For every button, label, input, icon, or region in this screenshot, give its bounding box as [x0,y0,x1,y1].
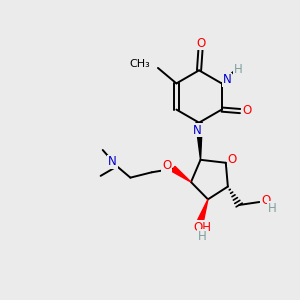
Polygon shape [196,122,202,160]
Polygon shape [171,166,191,182]
Text: O: O [242,104,251,117]
Text: O: O [162,159,171,172]
Text: N: N [193,124,202,136]
Polygon shape [198,199,208,222]
Text: H: H [234,63,243,76]
Text: O: O [261,194,271,207]
Text: O: O [228,153,237,166]
Text: H: H [268,202,276,215]
Text: CH₃: CH₃ [129,58,150,68]
Text: OH: OH [193,221,211,234]
Text: N: N [223,74,231,86]
Text: H: H [198,230,206,243]
Text: N: N [108,155,117,168]
Text: O: O [196,37,206,50]
